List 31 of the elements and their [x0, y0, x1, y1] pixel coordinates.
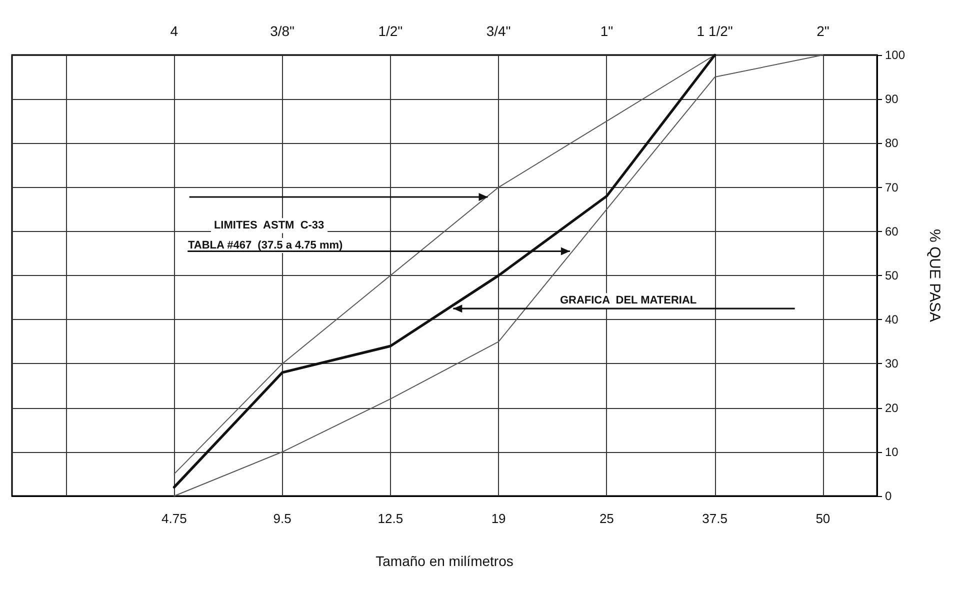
- x-tick-label: 25: [599, 511, 614, 526]
- y-tick-label: 80: [885, 136, 899, 150]
- y-tick-label: 40: [885, 312, 899, 327]
- x-tick-label: 37.5: [702, 511, 728, 526]
- text: 1 1/2": [696, 23, 733, 39]
- y-axis-title: % QUE PASA: [926, 228, 943, 322]
- x-tick-label: 4.75: [162, 511, 187, 526]
- y-tick-label: 100: [885, 48, 906, 62]
- x-tick-label: 19: [491, 511, 506, 526]
- annotation: TABLA #467 (37.5 a 4.75 mm): [188, 240, 344, 252]
- y-tick-label: 50: [885, 268, 899, 282]
- y-tick-label: 20: [885, 400, 899, 415]
- annotation: GRAFICA DEL MATERIAL: [560, 294, 697, 307]
- text: 3/4": [486, 23, 511, 39]
- y-tick-label: 90: [885, 92, 899, 106]
- text: 1": [600, 23, 614, 39]
- x-tick-label: 50: [816, 511, 830, 526]
- y-tick-label: 60: [885, 224, 899, 238]
- y-tick-label: 10: [885, 444, 899, 459]
- y-tick-label: 0: [885, 489, 892, 503]
- y-tick-label: 30: [885, 356, 899, 371]
- y-tick-label: 70: [885, 180, 899, 194]
- x-tick-label: 12.5: [378, 511, 404, 526]
- text: 1/2": [378, 23, 403, 39]
- line-series: [172, 54, 716, 488]
- text: 2": [816, 23, 830, 39]
- text: 3/8": [270, 23, 295, 39]
- annotation: LIMITES ASTM C-33: [214, 220, 324, 232]
- x-axis-title: Tamaño en milímetros: [376, 553, 514, 569]
- x-tick-label: 9.5: [273, 511, 292, 526]
- text: 4: [170, 23, 178, 39]
